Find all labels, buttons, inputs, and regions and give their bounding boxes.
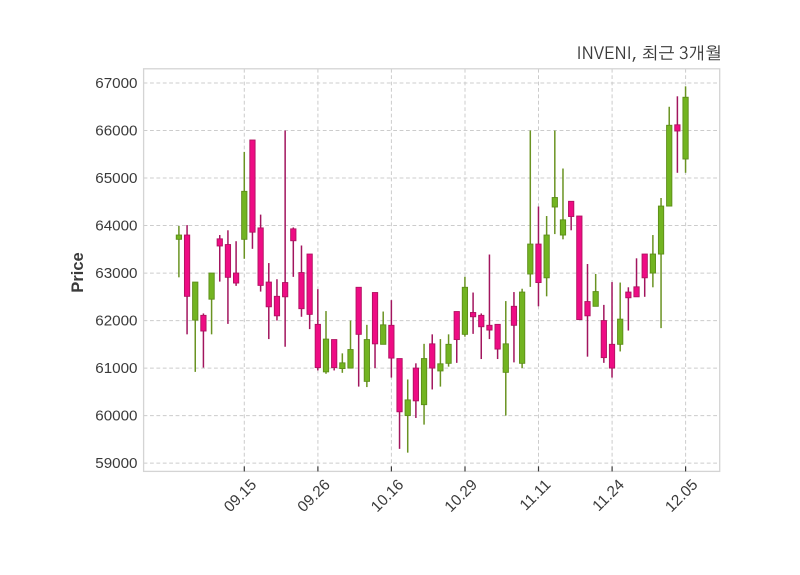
svg-text:65000: 65000 bbox=[95, 170, 137, 187]
svg-text:67000: 67000 bbox=[95, 75, 137, 92]
svg-text:66000: 66000 bbox=[95, 123, 137, 140]
svg-text:Price: Price bbox=[69, 252, 87, 292]
svg-text:64000: 64000 bbox=[95, 218, 137, 235]
svg-text:60000: 60000 bbox=[95, 408, 137, 425]
svg-text:59000: 59000 bbox=[95, 455, 137, 472]
svg-text:61000: 61000 bbox=[95, 360, 137, 377]
svg-text:63000: 63000 bbox=[95, 265, 137, 282]
svg-text:62000: 62000 bbox=[95, 313, 137, 330]
